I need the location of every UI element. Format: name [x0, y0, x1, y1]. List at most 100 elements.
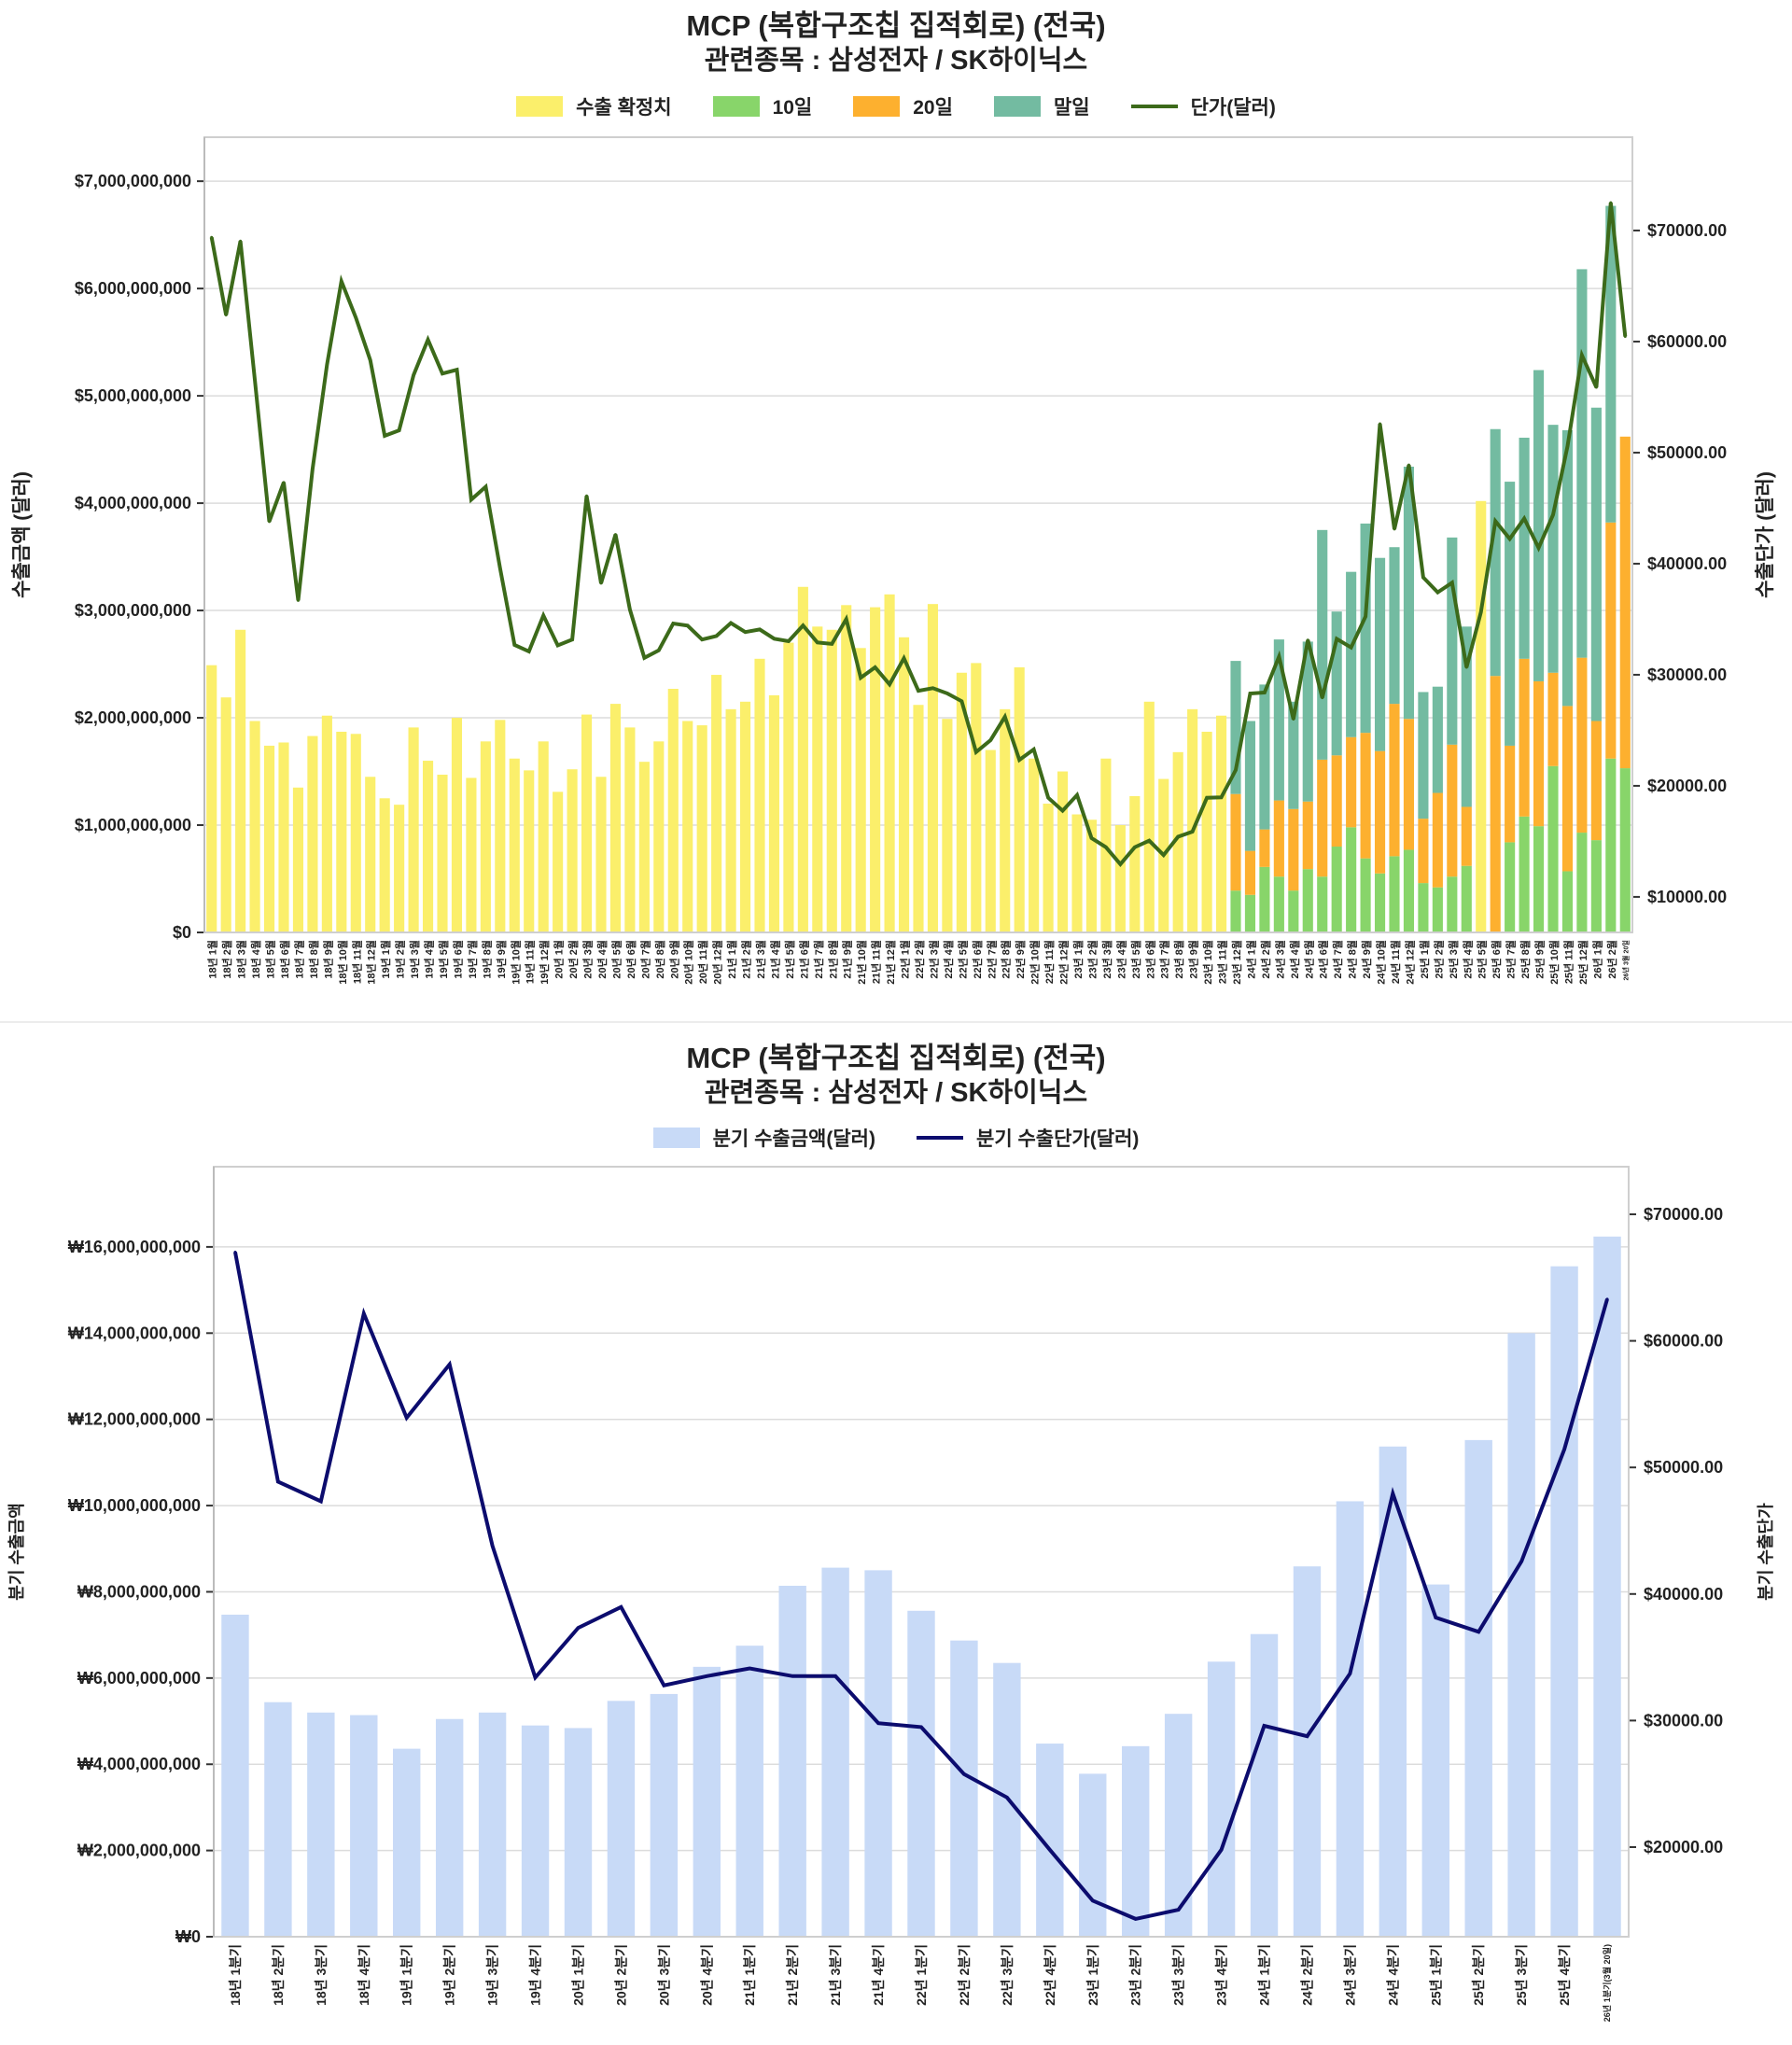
price-point [1464, 665, 1468, 669]
x-tick-label: 19년 4분기 [528, 1944, 543, 2006]
x-tick-label: 23년 9월 [1187, 940, 1200, 979]
bar-quarter-amount [521, 1725, 550, 1937]
bar-quarter-amount [650, 1693, 679, 1937]
bar-month-end [1403, 466, 1415, 720]
price-point [1321, 696, 1324, 700]
price-point [268, 520, 272, 524]
bar-confirmed [1172, 751, 1183, 932]
x-tick-label: 25년 11월 [1561, 940, 1575, 984]
bar-month-end [1273, 639, 1284, 801]
legend-item-20th: 20일 [853, 92, 953, 120]
bar-confirmed [682, 721, 693, 932]
price-point [700, 637, 704, 641]
x-tick-label: 25년 9월 [1533, 940, 1547, 979]
x-tick-label: 21년 3분기 [828, 1944, 843, 2006]
y-left-tick-label: ₩12,000,000,000 [68, 1410, 201, 1429]
price-point [1393, 527, 1396, 531]
x-tick-label: 24년 3월 [1273, 940, 1286, 979]
legend-label: 단가(달러) [1190, 97, 1276, 119]
bar-20th [1346, 736, 1357, 828]
price-point [383, 434, 386, 438]
price-point [758, 627, 762, 631]
x-tick-label: 21년 1분기 [742, 1944, 757, 2006]
price-point [787, 639, 791, 643]
price-point [1133, 846, 1137, 849]
price-point [801, 623, 805, 627]
price-point [469, 497, 473, 501]
bar-quarter-amount [1121, 1745, 1150, 1937]
bar-10th [1605, 758, 1617, 932]
legend-item-quarter-amount: 분기 수출금액(달러) [652, 1124, 875, 1152]
bar-confirmed [1029, 758, 1040, 932]
bar-10th [1619, 768, 1631, 932]
x-tick-label: 21년 4월 [768, 940, 781, 979]
x-tick-label: 23년 3월 [1100, 940, 1113, 979]
bar-10th [1547, 765, 1559, 932]
x-tick-label: 20년 1월 [553, 940, 566, 979]
bar-month-end [1461, 626, 1472, 807]
bar-20th [1461, 806, 1472, 866]
x-tick-label: 21년 2월 [740, 940, 753, 979]
bar-quarter-amount [821, 1567, 849, 1937]
price-point [1391, 1492, 1394, 1495]
x-tick-label: 21년 11월 [870, 940, 883, 984]
price-point [1048, 1848, 1052, 1852]
x-tick-label: 20년 4분기 [699, 1944, 714, 2006]
x-tick-label: 25년 3월 [1447, 940, 1460, 979]
price-point [945, 692, 949, 695]
bar-confirmed [1085, 819, 1098, 932]
bar-confirmed [220, 697, 231, 932]
bar-confirmed [956, 672, 967, 932]
x-tick-label: 21년 2분기 [785, 1944, 800, 2006]
x-tick-label: 18년 7월 [292, 940, 305, 979]
x-tick-label: 23년 1분기 [1085, 1944, 1100, 2006]
bar-confirmed [1057, 771, 1069, 932]
y-left-tick-label: $1,000,000,000 [75, 816, 191, 834]
price-point [398, 428, 401, 432]
bar-quarter-amount [693, 1666, 721, 1937]
x-tick-label: 19년 2월 [394, 940, 407, 979]
bar-confirmed [768, 694, 780, 932]
x-tick-label: 23년 1월 [1071, 940, 1085, 979]
price-point [1091, 1898, 1095, 1902]
bar-month-end [1346, 571, 1357, 737]
x-tick-label: 25년 3분기 [1514, 1944, 1529, 2006]
y-left-tick-label: ₩0 [175, 1927, 201, 1946]
price-point [988, 738, 992, 742]
x-tick-label: 26년 1분기(3월 20일) [1602, 1944, 1612, 2022]
x-tick-label: 25년 2월 [1432, 940, 1445, 979]
bar-month-end [1230, 661, 1241, 794]
x-tick-label: 21년 5월 [783, 940, 796, 979]
bar-confirmed [1476, 500, 1487, 932]
x-tick-label: 18년 2분기 [271, 1944, 286, 2006]
price-point [1162, 853, 1166, 857]
price-point [1005, 1796, 1009, 1800]
bar-confirmed [509, 758, 520, 932]
y-right-tick-label: $60000.00 [1647, 332, 1727, 351]
bar-confirmed [1014, 667, 1025, 932]
price-point [556, 644, 560, 648]
bar-confirmed [855, 648, 866, 932]
x-tick-label: 24년 11월 [1389, 940, 1402, 984]
bar-month-end [1447, 537, 1458, 745]
bar-10th [1590, 840, 1602, 932]
bar-confirmed [350, 734, 361, 932]
x-tick-label: 20년 6월 [624, 940, 637, 979]
bar-confirmed [739, 701, 751, 932]
legend-item-quarter-price: 분기 수출단가(달러) [917, 1124, 1139, 1152]
bar-confirmed [292, 787, 304, 932]
bar-confirmed [725, 708, 736, 932]
price-point [1565, 444, 1569, 448]
bar-month-end [1490, 428, 1501, 677]
x-tick-label: 22년 3월 [927, 940, 940, 979]
x-tick-label: 23년 4월 [1114, 940, 1127, 979]
x-tick-label: 20년 7월 [638, 940, 651, 979]
x-tick-label: 21년 8월 [826, 940, 839, 979]
bar-10th [1505, 842, 1516, 932]
bar-quarter-amount [1164, 1714, 1193, 1937]
y-left-tick-label: $6,000,000,000 [75, 279, 191, 298]
y-left-tick-label: ₩2,000,000,000 [77, 1842, 201, 1860]
price-point [319, 1500, 323, 1504]
bar-10th [1561, 871, 1574, 932]
price-point [534, 1675, 538, 1679]
